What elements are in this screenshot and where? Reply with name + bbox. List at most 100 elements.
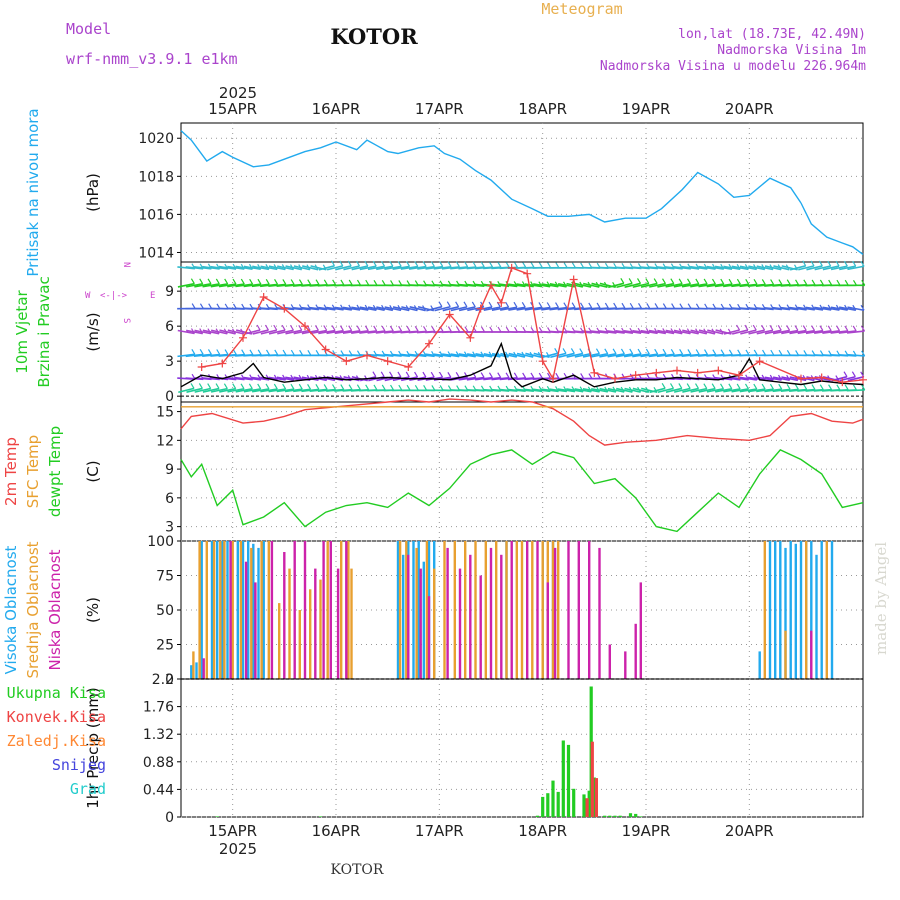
compass-hint: W <-|-> E N S (85, 262, 155, 323)
bar-visoka-oblacnost (402, 554, 405, 679)
bar-visoka-oblacnost (417, 541, 420, 679)
wind-barb-tail (786, 384, 791, 390)
wind-barb-tail (298, 325, 303, 331)
gust-marker (497, 298, 506, 307)
bar-ukupna-kisa (608, 815, 612, 817)
wind-barb (615, 330, 634, 334)
bar-visoka-oblacnost (830, 541, 834, 679)
wind-barb (748, 329, 765, 335)
wind-barb (532, 306, 551, 311)
wind-barb (210, 329, 228, 335)
gust-marker (590, 368, 599, 377)
wind-barb-tail (538, 372, 543, 379)
wind-barb-tail (786, 279, 791, 286)
compass-north: N (121, 262, 131, 267)
gust-marker (755, 357, 764, 366)
wind-barb (392, 306, 410, 312)
wind-barb (789, 265, 806, 271)
wind-barb (616, 282, 633, 289)
wind-barb-tail (752, 324, 757, 331)
wind-barb (293, 306, 311, 311)
gust-marker (507, 263, 516, 272)
wind-barb-tail (662, 278, 667, 284)
bar-srednja-oblacnost (278, 603, 281, 679)
wind-barbs (177, 260, 866, 394)
bar-ukupna-kisa (566, 744, 571, 817)
bar-srednja-oblacnost (505, 541, 508, 679)
side-label: SFC Temp (24, 435, 42, 508)
y-tick-label: 15 (156, 405, 174, 421)
wind-barb-tail (835, 260, 840, 267)
wind-barb-tail (464, 261, 469, 268)
bar-niska-oblacnost (577, 541, 580, 679)
wind-barb-tail (686, 383, 691, 389)
wind-barb (260, 283, 278, 288)
gust-marker (383, 357, 392, 366)
wind-barb (458, 353, 476, 358)
panels: 1014 1016 1018 1020 (hPa) Pritisak na nivou m… (2, 108, 867, 826)
wind-barb (525, 352, 542, 358)
bar-niska-oblacnost (639, 582, 642, 679)
wind-barb-tail (207, 383, 212, 389)
day-label-top: 16APR (312, 100, 361, 118)
wind-barb-tail (290, 349, 295, 356)
wind-barb-tail (497, 261, 502, 268)
gust-marker (652, 368, 661, 377)
wind-barb-tail (703, 383, 708, 389)
gust-marker (476, 304, 485, 313)
wind-barb-tail (439, 371, 444, 378)
wind-barb-tail (861, 280, 866, 286)
gust-marker (549, 374, 557, 383)
day-label-bottom: 20APR (725, 822, 774, 840)
bar-srednja-oblacnost (495, 541, 498, 679)
day-label-bottom: 15APR (208, 822, 257, 840)
wind-barb (731, 376, 749, 381)
wind-barb (723, 265, 741, 271)
y-tick-label: 1018 (138, 169, 174, 185)
wind-barb-tail (555, 372, 560, 379)
wind-barb-tail (215, 278, 220, 285)
y-tick-label: 0.88 (143, 755, 174, 771)
wind-barb (483, 306, 501, 312)
wind-barb-tail (348, 384, 353, 390)
gust-marker (321, 345, 330, 354)
wind-barb (285, 329, 302, 335)
wind-barb-tail (505, 261, 510, 268)
wind-barb-tail (795, 279, 800, 286)
wind-barb-tail (472, 261, 477, 268)
wind-barb-tail (480, 261, 485, 268)
wind-barb-tail (240, 383, 245, 390)
wind-barb-tail (818, 260, 823, 267)
wind-barb-tail (215, 383, 220, 389)
wind-barb-tail (555, 302, 560, 308)
wind-barb-tail (770, 349, 775, 356)
wind-barb-tail (223, 383, 228, 389)
bar-srednja-oblacnost (309, 589, 312, 679)
bar-ukupna-kisa (541, 796, 545, 817)
wind-barb-tail (769, 324, 774, 331)
wind-barb (689, 265, 708, 270)
bar-visoka-oblacnost (789, 541, 792, 679)
station-title: KOTOR (330, 24, 418, 49)
wind-barb (202, 283, 220, 288)
wind-barb (607, 330, 625, 334)
wind-barb (764, 388, 782, 393)
gust-marker (425, 339, 433, 348)
wind-barb-tail (669, 383, 675, 389)
wind-barb (814, 265, 831, 271)
wind-barb-tail (298, 279, 303, 285)
wind-barb (318, 265, 335, 271)
wind-barb-tail (636, 278, 642, 284)
bar-srednja-oblacnost (350, 568, 353, 679)
wind-barb (789, 306, 807, 311)
wind-barb-tail (489, 261, 494, 268)
bar-niska-oblacnost (810, 630, 813, 679)
wind-barb-tail (513, 372, 518, 379)
wind-barb-tail (414, 261, 419, 267)
wind-barb (334, 329, 352, 335)
wind-barb-tail (621, 302, 626, 309)
wind-barb-tail (281, 324, 286, 331)
wind-barb-tail (314, 325, 319, 331)
wind-barb-tail (389, 325, 394, 332)
side-label: Konvek.Kisa (7, 708, 106, 726)
